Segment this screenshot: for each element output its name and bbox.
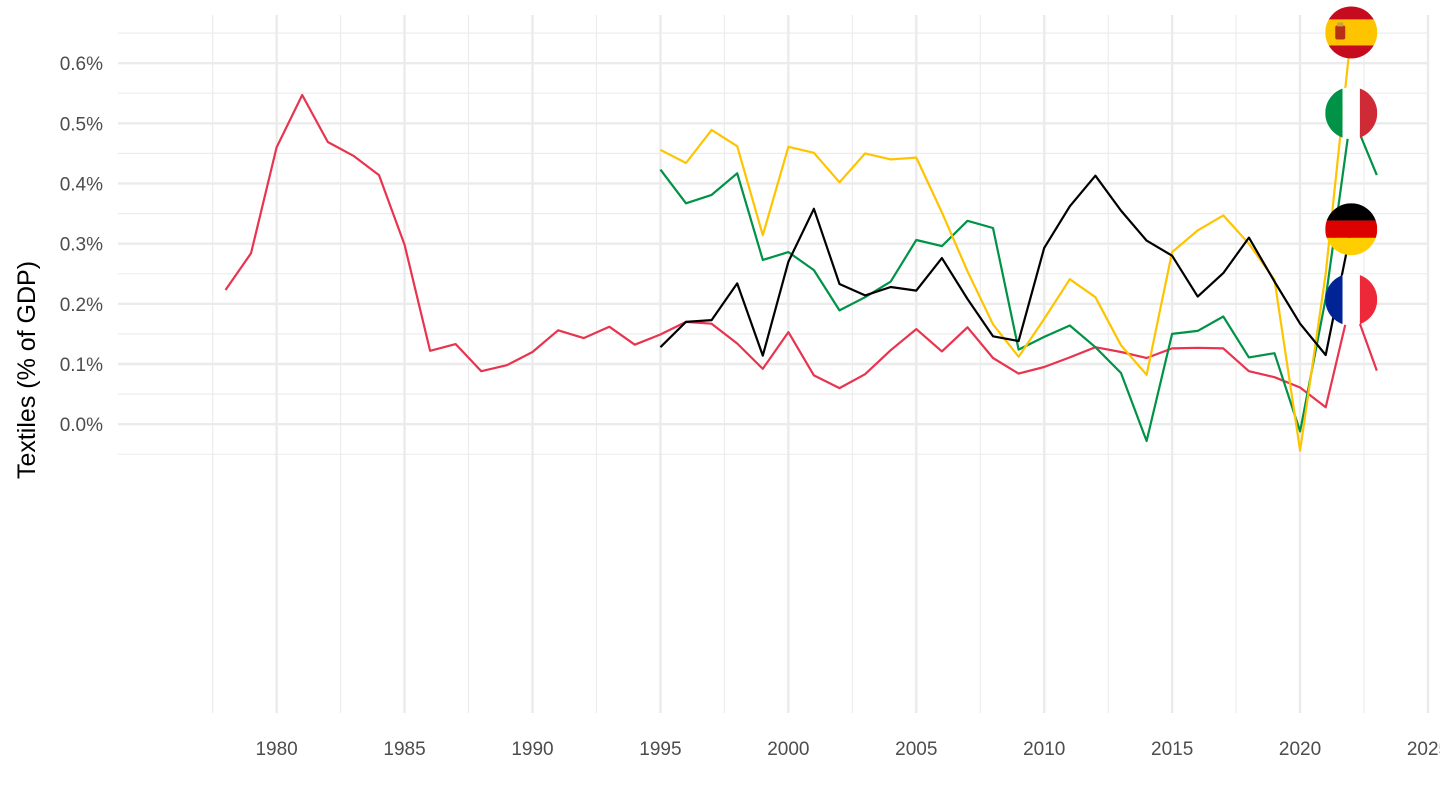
x-tick-label: 2005 <box>895 739 937 760</box>
country-flag-markers <box>1325 6 1378 326</box>
france-flag-icon <box>1325 273 1378 326</box>
x-tick-label: 1990 <box>511 739 553 760</box>
x-axis-tick-labels: 1980 1985 1990 1995 2000 2005 2010 2015 2020 2025 <box>255 739 1440 760</box>
france-series-line <box>224 93 1378 409</box>
y-tick-label: 0.6% <box>60 54 103 75</box>
x-tick-label: 2000 <box>767 739 809 760</box>
y-tick-label: 0.0% <box>60 415 103 436</box>
y-tick-label: 0.5% <box>60 114 103 135</box>
y-tick-label: 0.2% <box>60 295 103 316</box>
major-gridlines <box>118 15 1430 713</box>
germany-series-line <box>659 174 1353 357</box>
x-tick-label: 1995 <box>639 739 681 760</box>
spain-flag-icon <box>1325 6 1378 59</box>
y-tick-label: 0.3% <box>60 235 103 256</box>
x-tick-label: 1985 <box>383 739 425 760</box>
x-tick-label: 2020 <box>1279 739 1321 760</box>
y-tick-label: 0.1% <box>60 355 103 376</box>
y-tick-label: 0.4% <box>60 174 103 195</box>
minor-gridlines <box>118 15 1428 713</box>
italy-series-line <box>659 111 1378 443</box>
x-tick-label: 2010 <box>1023 739 1065 760</box>
spain-series-line <box>659 32 1353 452</box>
italy-flag-icon <box>1325 87 1378 140</box>
series-lines <box>224 32 1378 452</box>
y-axis-title: Textiles (% of GDP) <box>13 261 41 479</box>
x-tick-label: 2015 <box>1151 739 1193 760</box>
x-tick-label: 1980 <box>255 739 297 760</box>
x-tick-label: 2025 <box>1407 739 1440 760</box>
germany-flag-icon <box>1325 203 1378 256</box>
y-axis-tick-labels: 0.0% 0.1% 0.2% 0.3% 0.4% 0.5% 0.6% <box>60 54 103 436</box>
